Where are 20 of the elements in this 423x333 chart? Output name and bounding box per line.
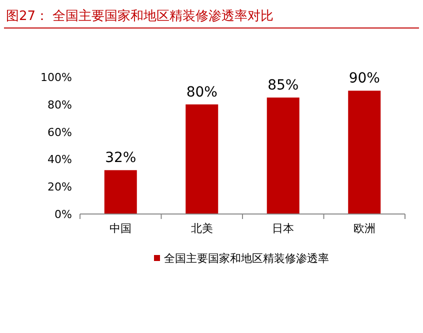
- x-tick-label: 北美: [190, 222, 213, 235]
- legend: 全国主要国家和地区精装修渗透率: [154, 252, 329, 265]
- x-tick-label: 中国: [110, 222, 132, 235]
- y-tick-label: 40%: [48, 153, 72, 166]
- bar: [348, 90, 381, 214]
- y-tick-label: 60%: [48, 126, 72, 139]
- data-label: 85%: [268, 78, 299, 94]
- bar: [266, 98, 300, 214]
- x-tick-label: 日本: [272, 222, 294, 235]
- y-tick-label: 0%: [54, 208, 72, 221]
- y-tick-label: 100%: [40, 71, 72, 84]
- bar: [104, 170, 137, 214]
- y-tick-label: 20%: [48, 180, 72, 194]
- data-label: 32%: [105, 150, 136, 166]
- data-label: 90%: [348, 70, 380, 87]
- title: 图27： 全国主要国家和地区精装修渗透率对比: [6, 9, 274, 24]
- y-tick-label: 80%: [48, 98, 72, 112]
- x-tick-label: 欧洲: [353, 222, 376, 235]
- data-label: 80%: [186, 84, 218, 100]
- bar: [186, 104, 218, 214]
